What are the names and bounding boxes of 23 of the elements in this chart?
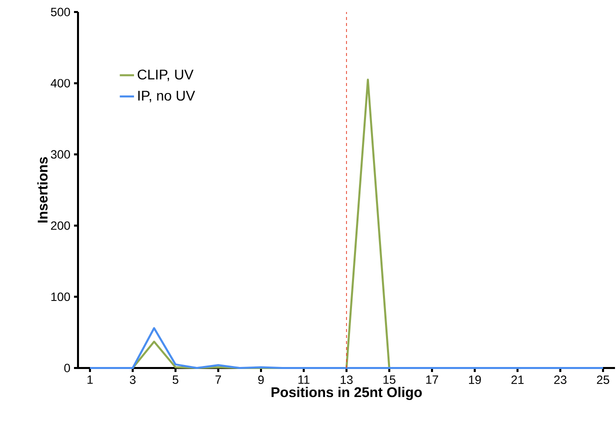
x-tick-label: 11 bbox=[298, 376, 310, 384]
x-tick-label: 19 bbox=[469, 376, 481, 384]
y-tick-label: 500 bbox=[50, 8, 70, 16]
y-tick-label: 100 bbox=[51, 292, 70, 302]
y-tick-label: 400 bbox=[50, 78, 70, 88]
x-tick-label: 7 bbox=[216, 376, 221, 384]
y-tick-label: 0 bbox=[64, 364, 70, 372]
x-tick-label: 17 bbox=[426, 376, 438, 384]
y-axis-title: Insertions bbox=[37, 157, 48, 223]
x-tick-label: 25 bbox=[596, 376, 610, 384]
x-tick-label: 13 bbox=[340, 376, 353, 384]
x-tick-label: 21 bbox=[511, 376, 524, 384]
legend-label: CLIP, UV bbox=[138, 70, 194, 82]
x-tick-label: 23 bbox=[554, 376, 566, 384]
x-tick-label: 1 bbox=[88, 376, 93, 384]
y-tick-label: 200 bbox=[51, 221, 70, 230]
x-tick-label: 15 bbox=[383, 376, 396, 384]
x-tick-label: 9 bbox=[258, 376, 264, 384]
x-axis-title: Positions in 25nt Oligo bbox=[272, 386, 422, 400]
x-tick-label: 5 bbox=[172, 376, 178, 384]
y-tick-label: 300 bbox=[50, 150, 70, 159]
x-tick-label: 3 bbox=[130, 376, 136, 384]
legend-label: IP, no UV bbox=[138, 90, 196, 102]
